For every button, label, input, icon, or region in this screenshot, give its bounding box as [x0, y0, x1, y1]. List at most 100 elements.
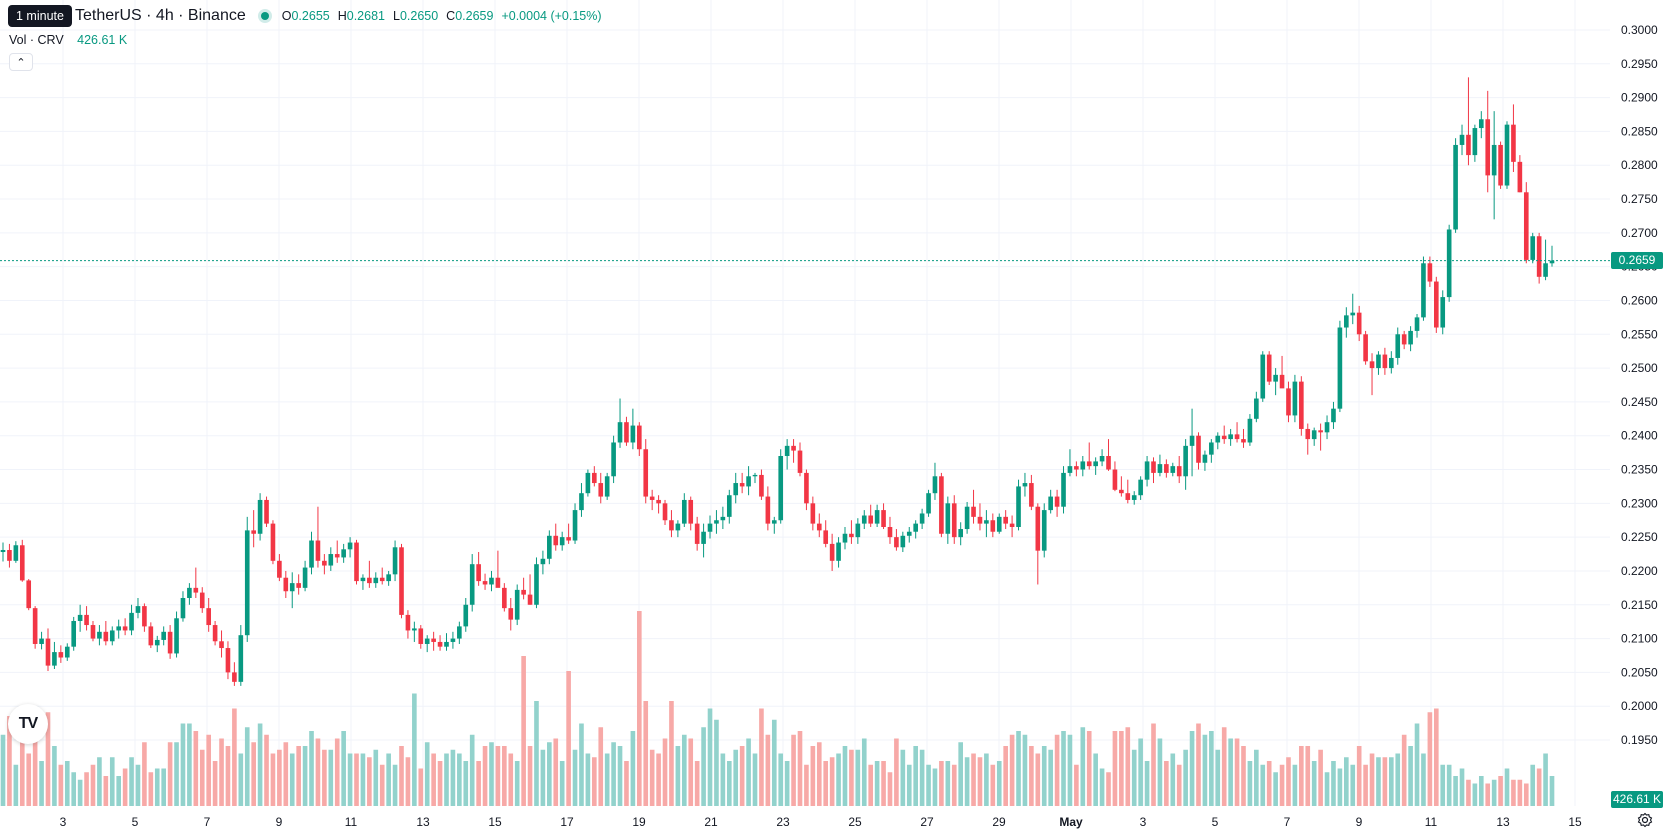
volume-bar — [688, 738, 694, 806]
volume-bar — [746, 738, 751, 806]
volume-bar — [894, 738, 899, 806]
candle — [521, 577, 526, 600]
candle-body — [64, 646, 70, 658]
volume-bar — [733, 749, 739, 806]
candle — [341, 543, 346, 563]
price-tick-label: 0.2400 — [1621, 429, 1658, 443]
candle — [939, 472, 944, 538]
candle — [444, 633, 449, 651]
volume-bar — [1311, 761, 1317, 806]
volume-bar — [1144, 761, 1150, 806]
candle-body — [309, 540, 314, 568]
candle — [1363, 330, 1368, 365]
candle-body — [1144, 461, 1150, 480]
time-tick-label: 9 — [276, 815, 283, 829]
volume-bar — [1106, 772, 1111, 806]
settings-button[interactable] — [1633, 808, 1657, 832]
candle-body — [1016, 486, 1021, 527]
time-tick-label: 11 — [345, 815, 358, 829]
volume-bar — [726, 761, 732, 806]
candle-body — [1157, 464, 1163, 473]
candle — [309, 531, 314, 575]
candle — [232, 662, 237, 686]
volume-bar — [874, 761, 880, 806]
volume-bar — [1022, 734, 1028, 806]
candle — [1311, 427, 1317, 446]
candle-body — [701, 531, 706, 544]
volume-bar — [26, 753, 32, 806]
volume-bar — [900, 749, 906, 806]
volume-label[interactable]: Vol · CRV — [9, 33, 64, 47]
candle-body — [1106, 456, 1111, 470]
candle — [26, 579, 32, 611]
candle-body — [1093, 461, 1098, 467]
symbol-title[interactable]: TetherUS · 4h · Binance — [75, 7, 246, 24]
candle — [32, 606, 38, 649]
candle — [129, 604, 134, 636]
candle-body — [71, 620, 77, 647]
volume-bar — [1414, 723, 1420, 806]
candle — [1170, 462, 1176, 477]
volume-bar — [1241, 746, 1246, 806]
volume-bar — [296, 746, 301, 806]
volume-bar — [547, 742, 552, 806]
volume-bar — [7, 716, 12, 806]
candle-body — [1029, 483, 1034, 507]
candle-body — [167, 631, 173, 654]
volume-bar — [996, 761, 1002, 806]
candle — [257, 493, 263, 541]
volume-bar — [649, 749, 655, 806]
candle — [1086, 442, 1092, 470]
candle-body — [527, 594, 533, 605]
volume-bar — [534, 701, 539, 806]
price-tick-label: 0.2050 — [1621, 665, 1658, 679]
candle-body — [1074, 466, 1079, 470]
candle-body — [13, 545, 19, 561]
volume-bar — [1517, 779, 1523, 806]
candle-body — [1536, 236, 1542, 277]
volume-bar — [1401, 734, 1407, 806]
candle — [797, 442, 803, 477]
candle — [1054, 489, 1060, 517]
volume-bar — [212, 761, 218, 806]
candle-body — [476, 564, 481, 582]
collapse-legend-button[interactable]: ⌃ — [9, 53, 33, 71]
candle-body — [277, 560, 282, 578]
candle-body — [617, 422, 623, 443]
candle-body — [116, 626, 122, 631]
candle — [906, 527, 912, 543]
volume-bar — [469, 734, 475, 806]
price-tick-label: 0.3000 — [1621, 23, 1658, 37]
candle — [142, 603, 147, 632]
candle-body — [219, 641, 224, 649]
candle-body — [238, 635, 244, 682]
candle-body — [990, 520, 996, 532]
volume-bar — [1485, 783, 1491, 806]
candle — [39, 631, 44, 650]
volume-bar — [244, 727, 250, 806]
candle-body — [951, 503, 957, 538]
candle-body — [1099, 456, 1105, 462]
time-tick-label: 19 — [632, 815, 646, 829]
tradingview-logo[interactable]: TV — [8, 704, 48, 744]
candle — [167, 625, 173, 659]
candle-body — [849, 533, 854, 538]
candle-body — [765, 496, 771, 524]
candle-body — [1299, 381, 1304, 429]
candle-body — [1003, 516, 1008, 524]
volume-bar — [1511, 779, 1516, 806]
candle — [180, 591, 186, 622]
candle — [328, 547, 334, 571]
candle-body — [855, 523, 861, 538]
volume-bar — [142, 742, 147, 806]
market-status-icon[interactable] — [257, 9, 272, 23]
candle — [283, 570, 289, 598]
candle — [1543, 239, 1548, 281]
candle — [810, 496, 816, 531]
candle-body — [1138, 479, 1143, 496]
volume-bar — [1221, 727, 1227, 806]
volume-bar — [1382, 757, 1388, 806]
time-tick-label: 13 — [416, 815, 430, 829]
volume-bar — [656, 753, 661, 806]
